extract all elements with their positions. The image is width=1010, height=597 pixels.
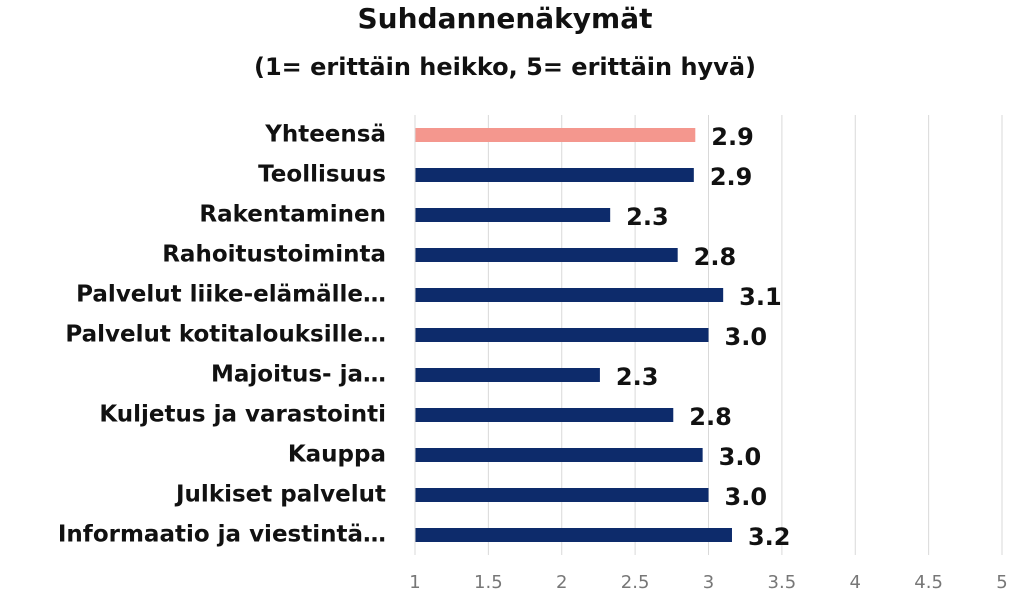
- value-label: 3.0: [725, 323, 768, 351]
- x-tick-label: 2.5: [621, 572, 650, 593]
- category-label: Palvelut kotitalouksille…: [65, 322, 386, 348]
- category-label: Yhteensä: [264, 122, 386, 148]
- x-tick-label: 1.5: [474, 572, 503, 593]
- chart-title: Suhdannenäkymät: [358, 2, 653, 35]
- value-label: 2.8: [694, 243, 737, 271]
- value-label: 2.9: [711, 123, 754, 151]
- value-label: 2.8: [689, 403, 732, 431]
- value-label: 3.2: [748, 523, 791, 551]
- bar: [415, 488, 709, 502]
- bar: [415, 288, 724, 302]
- value-label: 3.1: [739, 283, 782, 311]
- value-label: 3.0: [725, 483, 768, 511]
- value-label: 2.3: [626, 203, 669, 231]
- value-label: 2.9: [710, 163, 753, 191]
- x-tick-label: 1: [409, 572, 420, 593]
- bar: [415, 208, 611, 222]
- bar: [415, 168, 694, 182]
- chart-subtitle: (1= erittäin heikko, 5= erittäin hyvä): [254, 53, 756, 81]
- x-tick-label: 4.5: [914, 572, 943, 593]
- x-tick-label: 3: [703, 572, 714, 593]
- value-label: 3.0: [719, 443, 762, 471]
- category-label: Kauppa: [288, 442, 386, 468]
- category-label: Teollisuus: [258, 162, 386, 188]
- category-label: Palvelut liike-elämälle…: [76, 282, 386, 308]
- category-label: Majoitus- ja…: [211, 362, 386, 388]
- bar: [415, 368, 600, 382]
- bar: [415, 448, 703, 462]
- x-tick-label: 5: [996, 572, 1007, 593]
- bar: [415, 248, 678, 262]
- bar: [415, 128, 696, 142]
- x-tick-label: 2: [556, 572, 567, 593]
- category-label: Rahoitustoiminta: [162, 242, 386, 268]
- x-tick-label: 4: [850, 572, 861, 593]
- bar: [415, 408, 674, 422]
- category-label: Informaatio ja viestintä…: [58, 522, 386, 548]
- category-label: Rakentaminen: [199, 202, 386, 228]
- value-label: 2.3: [616, 363, 659, 391]
- bar: [415, 328, 709, 342]
- bar: [415, 528, 732, 542]
- category-label: Julkiset palvelut: [174, 482, 386, 508]
- category-label: Kuljetus ja varastointi: [99, 402, 386, 428]
- x-tick-label: 3.5: [768, 572, 797, 593]
